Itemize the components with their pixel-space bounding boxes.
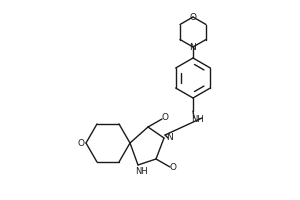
Text: O: O (78, 138, 85, 148)
Text: NH: NH (192, 116, 204, 124)
Text: N: N (190, 43, 196, 51)
Text: O: O (190, 12, 196, 21)
Text: O: O (161, 114, 169, 122)
Text: NH: NH (135, 168, 148, 176)
Text: O: O (169, 164, 176, 172)
Text: N: N (166, 132, 173, 142)
